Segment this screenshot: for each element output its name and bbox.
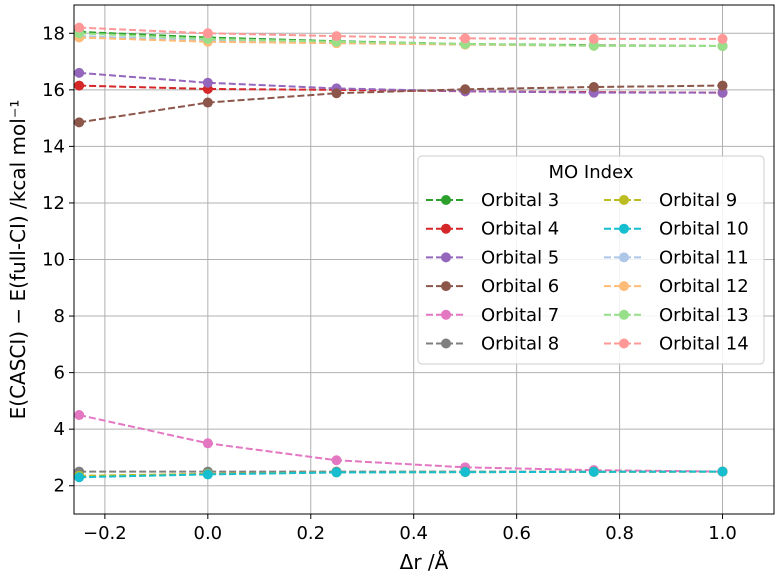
- data-point: [588, 82, 599, 93]
- series-orbital-10: [74, 466, 728, 483]
- y-tick-label: 14: [42, 136, 65, 157]
- series-line: [79, 470, 723, 479]
- series-line: [78, 414, 723, 473]
- legend-marker: [441, 309, 451, 320]
- y-axis-label: E(CASCI) − E(full-CI) /kcal mol⁻¹: [6, 100, 30, 420]
- data-point: [74, 117, 85, 128]
- legend-label: Orbital 10: [659, 219, 749, 240]
- series-line: [78, 84, 723, 124]
- legend-item: Orbital 13: [604, 305, 749, 326]
- legend-item: Orbital 11: [604, 247, 749, 268]
- y-tick-label: 16: [42, 80, 65, 101]
- data-point: [717, 87, 728, 98]
- axis-ticks: −0.2 0.0 0.2 0.4 0.6 0.8 1.0 2 4 6 8 10 12 14 16 18: [42, 23, 737, 544]
- legend-box: [417, 155, 765, 365]
- x-axis-label: Δr /Å: [400, 550, 449, 574]
- y-tick-label: 10: [42, 250, 65, 271]
- series-orbital-7: [74, 410, 728, 477]
- legend-label: Orbital 12: [659, 276, 749, 297]
- legend-label: Orbital 3: [481, 190, 559, 211]
- data-point: [717, 466, 728, 477]
- data-point: [202, 438, 213, 449]
- legend-item: Orbital 4: [426, 219, 559, 240]
- legend: MO Index Orbital 3 Orbital 4 Orbital 5 Orbit…: [417, 155, 765, 365]
- y-tick-label: 12: [42, 193, 65, 214]
- legend-label: Orbital 5: [481, 247, 559, 268]
- data-point: [202, 28, 213, 39]
- legend-marker: [441, 252, 451, 263]
- legend-item: Orbital 12: [604, 276, 749, 297]
- legend-label: Orbital 13: [659, 305, 749, 326]
- legend-item: Orbital 10: [604, 219, 749, 240]
- data-point: [588, 466, 599, 477]
- legend-marker: [441, 281, 451, 292]
- data-point: [717, 41, 728, 52]
- legend-label: Orbital 8: [481, 334, 559, 355]
- legend-label: Orbital 14: [659, 334, 749, 355]
- x-tick-label: 0.6: [502, 523, 531, 544]
- data-point: [460, 467, 471, 478]
- series-lines: [74, 22, 728, 483]
- data-point: [717, 80, 728, 91]
- series-orbital-5: [74, 67, 728, 98]
- data-point: [74, 67, 85, 78]
- legend-marker: [619, 338, 629, 349]
- data-point: [202, 469, 213, 480]
- legend-label: Orbital 4: [481, 219, 559, 240]
- legend-label: Orbital 7: [481, 305, 559, 326]
- data-point: [74, 410, 85, 421]
- x-tick-label: 0.0: [194, 523, 223, 544]
- x-tick-label: 0.8: [605, 523, 634, 544]
- data-point: [717, 33, 728, 44]
- legend-item: Orbital 8: [426, 334, 559, 355]
- legend-marker: [619, 252, 629, 263]
- x-tick-label: 1.0: [708, 523, 737, 544]
- data-point: [460, 84, 471, 95]
- legend-marker: [441, 223, 451, 234]
- data-point: [202, 77, 213, 88]
- x-tick-label: 0.2: [296, 523, 325, 544]
- data-point: [74, 80, 85, 91]
- legend-marker: [441, 338, 451, 349]
- legend-item: Orbital 5: [426, 247, 559, 268]
- series-line: [79, 26, 723, 40]
- data-point: [331, 88, 342, 99]
- data-point: [202, 97, 213, 108]
- legend-label: Orbital 9: [659, 190, 737, 211]
- legend-marker: [619, 195, 629, 205]
- legend-marker: [441, 195, 451, 205]
- data-point: [331, 31, 342, 42]
- legend-item: Orbital 7: [426, 305, 559, 326]
- y-tick-label: 2: [54, 476, 65, 497]
- legend-item: Orbital 6: [426, 276, 559, 297]
- series-orbital-6: [74, 80, 728, 128]
- legend-label: Orbital 11: [659, 247, 749, 268]
- data-point: [74, 472, 85, 483]
- data-point: [331, 455, 342, 466]
- series-line: [79, 32, 723, 48]
- data-point: [331, 467, 342, 478]
- y-tick-label: 4: [54, 419, 65, 440]
- series-orbital-9: [74, 466, 728, 481]
- data-point: [588, 33, 599, 44]
- legend-item: Orbital 3: [426, 190, 559, 211]
- x-tick-label: 0.4: [399, 523, 428, 544]
- legend-title: MO Index: [549, 162, 634, 183]
- legend-marker: [619, 223, 629, 234]
- legend-marker: [619, 281, 629, 292]
- legend-item: Orbital 14: [604, 334, 749, 355]
- legend-item: Orbital 9: [604, 190, 737, 211]
- legend-marker: [619, 309, 629, 320]
- y-tick-label: 18: [42, 23, 65, 44]
- series-line: [79, 71, 723, 94]
- series-orbital-14: [74, 22, 728, 44]
- data-point: [74, 22, 85, 33]
- legend-label: Orbital 6: [481, 276, 559, 297]
- data-point: [460, 33, 471, 44]
- x-tick-label: −0.2: [83, 523, 127, 544]
- y-tick-label: 8: [54, 306, 65, 327]
- y-tick-label: 6: [54, 363, 65, 384]
